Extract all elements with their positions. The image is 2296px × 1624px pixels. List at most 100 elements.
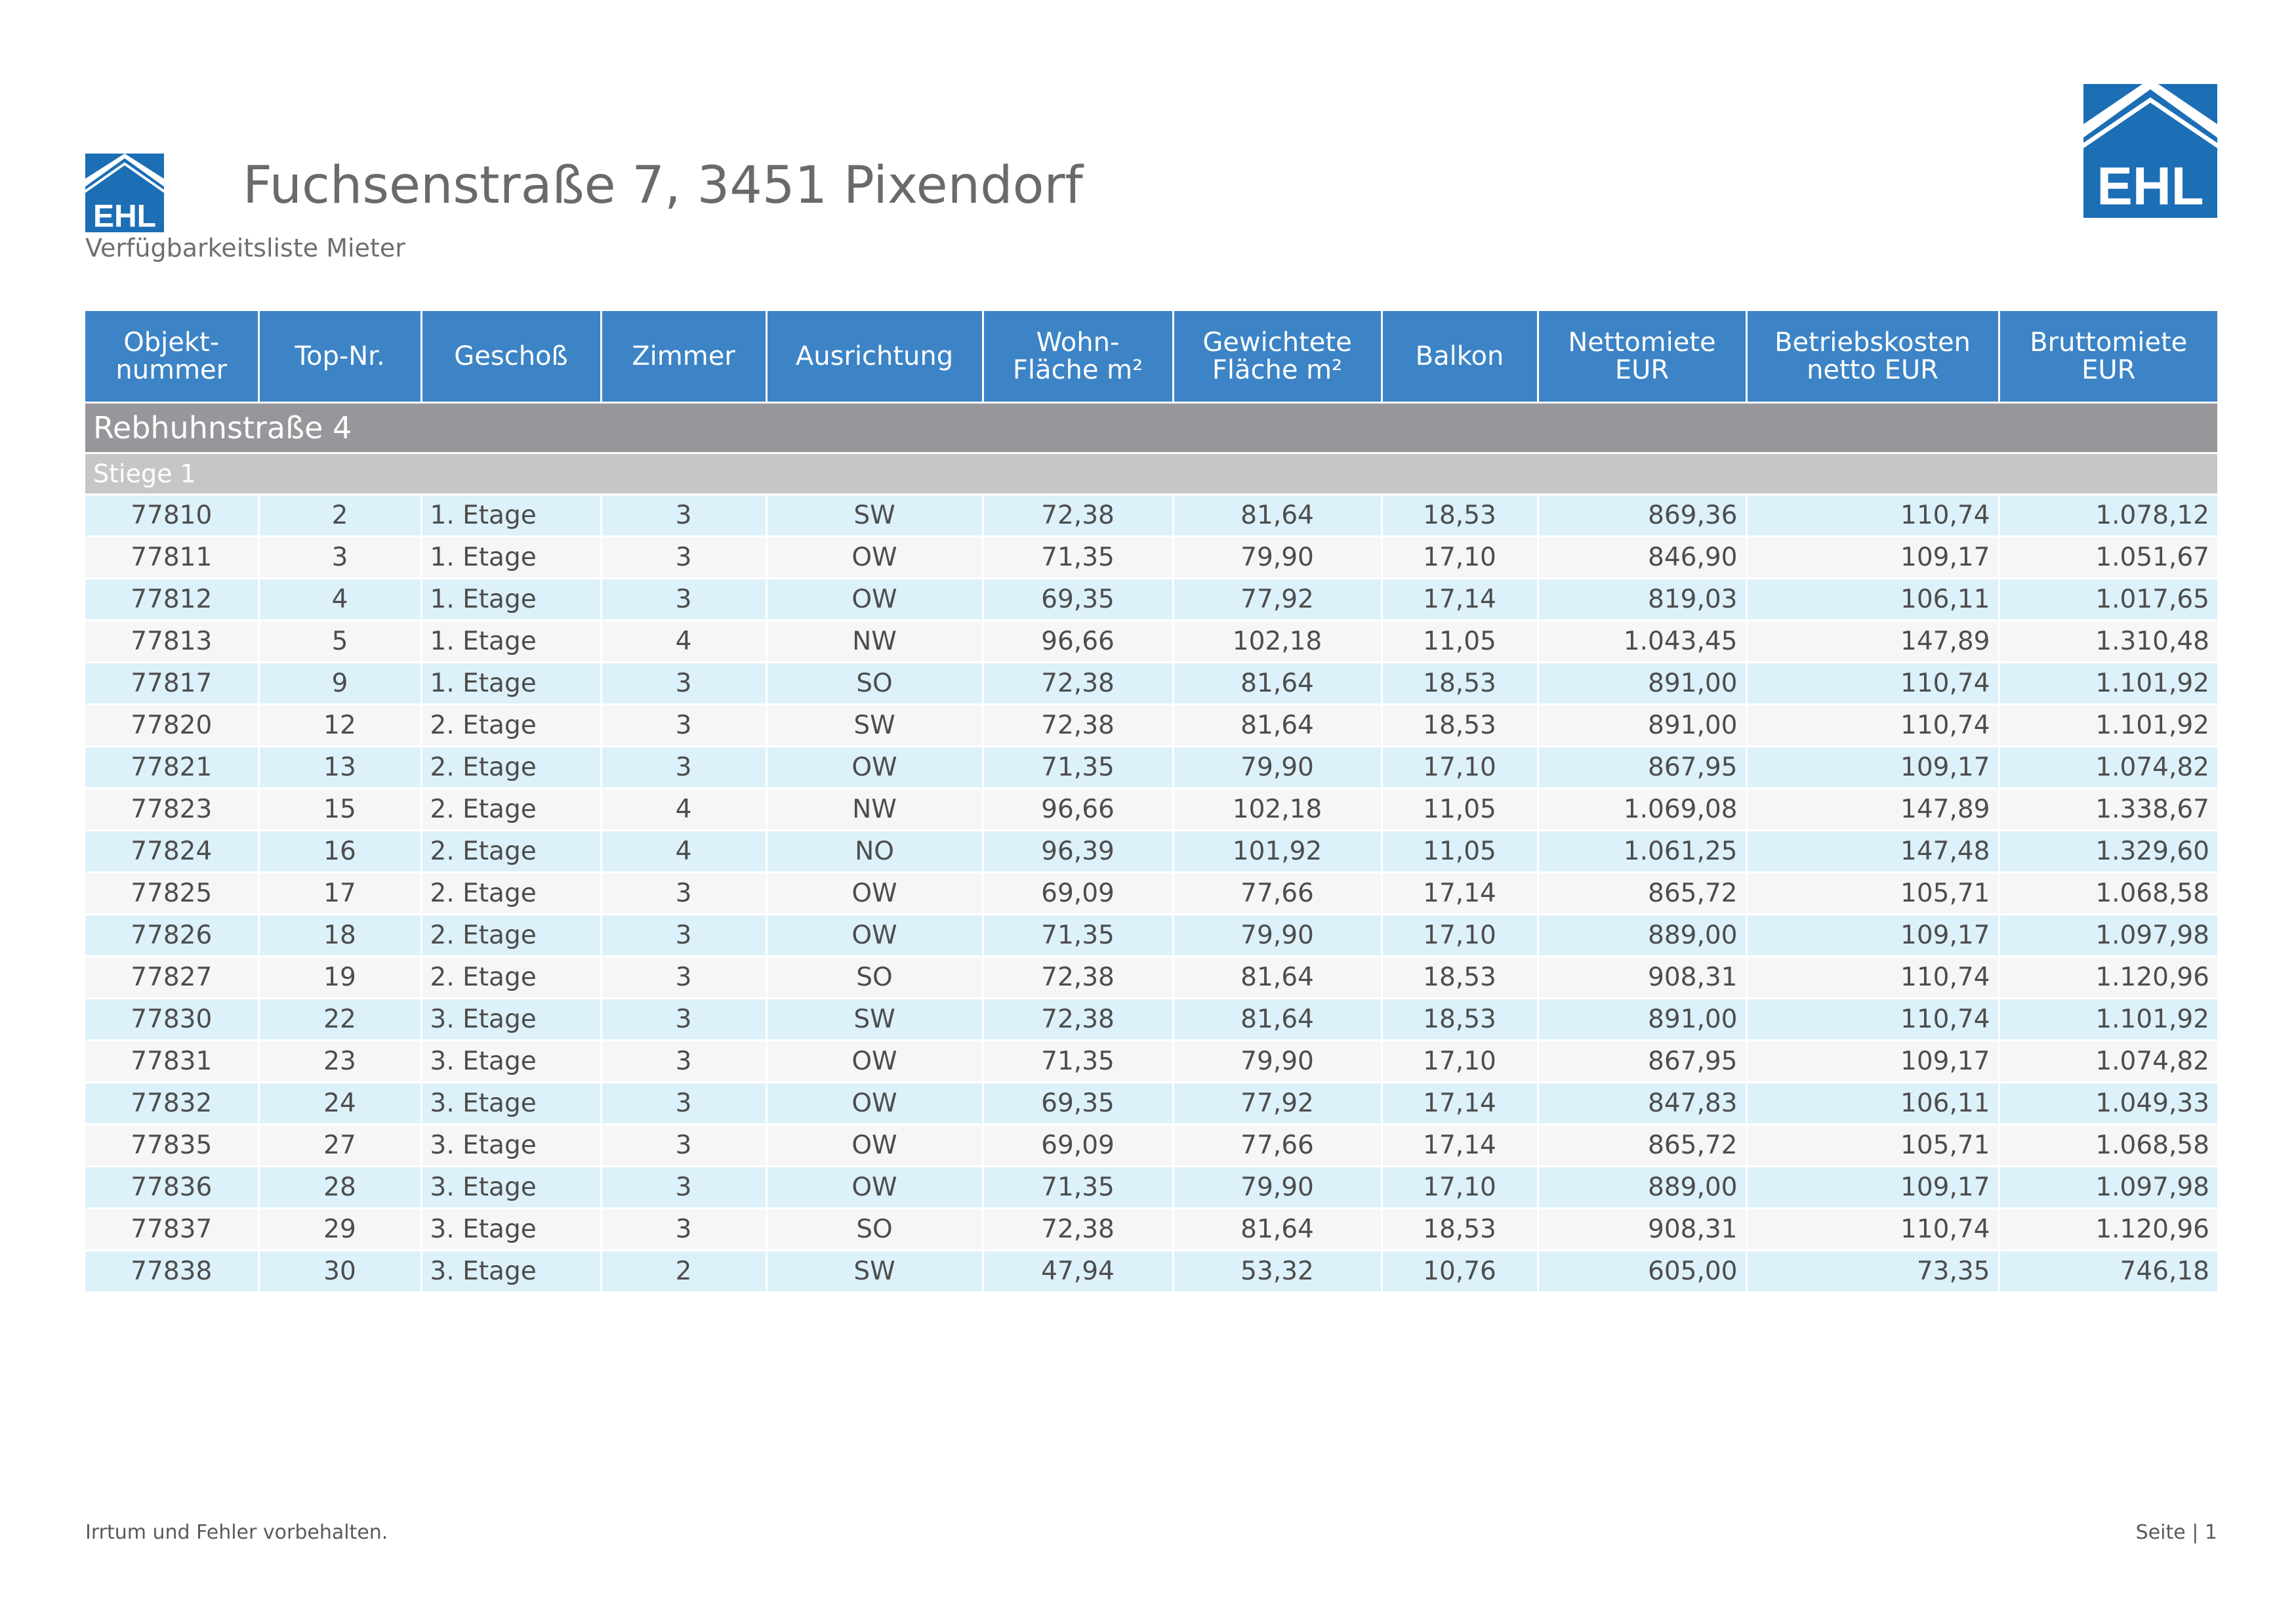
column-header-nettomiete: Nettomiete EUR	[1536, 311, 1746, 403]
cell-nettomiete: 889,00	[1536, 1165, 1746, 1209]
cell-balkon: 17,10	[1380, 1165, 1538, 1209]
column-header-balkon: Balkon	[1380, 311, 1538, 403]
column-header-line: Zimmer	[632, 341, 735, 371]
column-header-line: Bruttomiete	[2030, 327, 2188, 358]
cell-balkon: 18,53	[1380, 703, 1538, 747]
cell-bruttomiete: 1.097,98	[1998, 1165, 2217, 1209]
cell-objektnummer: 77824	[85, 829, 258, 873]
cell-gewichtete-flaeche: 77,66	[1172, 871, 1382, 915]
cell-bruttomiete: 1.049,33	[1998, 1081, 2217, 1125]
cell-gewichtete-flaeche: 81,64	[1172, 661, 1382, 705]
cell-betriebskosten: 105,71	[1745, 871, 1999, 915]
cell-bruttomiete: 1.017,65	[1998, 577, 2217, 621]
page-subtitle: Verfügbarkeitsliste Mieter	[85, 234, 405, 262]
cell-betriebskosten: 110,74	[1745, 703, 1999, 747]
cell-nettomiete: 908,31	[1536, 1207, 1746, 1251]
cell-wohnflaeche: 69,09	[981, 871, 1173, 915]
cell-top-nr: 13	[257, 745, 421, 789]
column-header-line: Top-Nr.	[295, 341, 385, 371]
cell-balkon: 11,05	[1380, 787, 1538, 831]
table-row: 77838 30 3. Etage 2 SW 47,94 53,32 10,76 605,00 7…	[85, 1249, 2217, 1291]
cell-balkon: 17,10	[1380, 1039, 1538, 1083]
cell-ausrichtung: OW	[765, 1039, 983, 1083]
cell-zimmer: 4	[600, 619, 766, 663]
cell-ausrichtung: OW	[765, 913, 983, 957]
cell-ausrichtung: SW	[765, 1249, 983, 1291]
table-row: 77821 13 2. Etage 3 OW 71,35 79,90 17,10 867,95 1…	[85, 745, 2217, 789]
cell-geschoss: 3. Etage	[420, 997, 601, 1041]
cell-wohnflaeche: 71,35	[981, 913, 1173, 957]
cell-top-nr: 5	[257, 619, 421, 663]
cell-geschoss: 2. Etage	[420, 871, 601, 915]
logo-text: EHL	[2097, 157, 2204, 217]
cell-gewichtete-flaeche: 81,64	[1172, 955, 1382, 999]
cell-geschoss: 3. Etage	[420, 1165, 601, 1209]
cell-top-nr: 24	[257, 1081, 421, 1125]
cell-gewichtete-flaeche: 81,64	[1172, 1207, 1382, 1251]
cell-nettomiete: 867,95	[1536, 745, 1746, 789]
table-row: 77832 24 3. Etage 3 OW 69,35 77,92 17,14 847,83 1…	[85, 1081, 2217, 1125]
cell-zimmer: 3	[600, 871, 766, 915]
cell-objektnummer: 77826	[85, 913, 258, 957]
column-header-line: Betriebskosten	[1774, 327, 1971, 358]
cell-nettomiete: 1.061,25	[1536, 829, 1746, 873]
column-header-geschoss: Geschoß	[420, 311, 601, 403]
column-header-line: EUR	[2081, 355, 2136, 385]
cell-zimmer: 2	[600, 1249, 766, 1291]
cell-objektnummer: 77820	[85, 703, 258, 747]
cell-wohnflaeche: 69,09	[981, 1123, 1173, 1167]
column-header-ausrichtung: Ausrichtung	[765, 311, 983, 403]
cell-top-nr: 27	[257, 1123, 421, 1167]
cell-wohnflaeche: 47,94	[981, 1249, 1173, 1291]
column-header-gewichtete-flaeche: Gewichtete Fläche m²	[1172, 311, 1382, 403]
cell-objektnummer: 77836	[85, 1165, 258, 1209]
cell-ausrichtung: OW	[765, 1123, 983, 1167]
cell-zimmer: 3	[600, 1165, 766, 1209]
cell-top-nr: 23	[257, 1039, 421, 1083]
cell-wohnflaeche: 72,38	[981, 661, 1173, 705]
cell-objektnummer: 77837	[85, 1207, 258, 1251]
cell-nettomiete: 891,00	[1536, 661, 1746, 705]
cell-ausrichtung: OW	[765, 1165, 983, 1209]
cell-zimmer: 3	[600, 577, 766, 621]
cell-balkon: 17,14	[1380, 871, 1538, 915]
column-header-bruttomiete: Bruttomiete EUR	[1998, 311, 2217, 403]
cell-wohnflaeche: 72,38	[981, 703, 1173, 747]
column-header-line: EUR	[1614, 355, 1670, 385]
cell-balkon: 17,14	[1380, 1123, 1538, 1167]
ehl-logo-large: EHL	[2083, 84, 2217, 218]
cell-zimmer: 3	[600, 1081, 766, 1125]
column-header-line: Fläche m²	[1212, 355, 1343, 385]
cell-nettomiete: 605,00	[1536, 1249, 1746, 1291]
cell-objektnummer: 77831	[85, 1039, 258, 1083]
cell-geschoss: 3. Etage	[420, 1081, 601, 1125]
cell-ausrichtung: NW	[765, 619, 983, 663]
table-row: 77810 2 1. Etage 3 SW 72,38 81,64 18,53 869,36 11…	[85, 493, 2217, 537]
cell-wohnflaeche: 71,35	[981, 1039, 1173, 1083]
column-header-line: Fläche m²	[1012, 355, 1143, 385]
cell-bruttomiete: 1.310,48	[1998, 619, 2217, 663]
cell-balkon: 11,05	[1380, 829, 1538, 873]
cell-gewichtete-flaeche: 81,64	[1172, 493, 1382, 537]
table-row: 77813 5 1. Etage 4 NW 96,66 102,18 11,05 1.043,4…	[85, 619, 2217, 663]
cell-wohnflaeche: 71,35	[981, 1165, 1173, 1209]
page-number: Seite | 1	[2135, 1521, 2217, 1544]
cell-ausrichtung: OW	[765, 577, 983, 621]
house-roof-icon: EHL	[85, 154, 164, 232]
cell-ausrichtung: OW	[765, 745, 983, 789]
cell-bruttomiete: 1.120,96	[1998, 1207, 2217, 1251]
cell-nettomiete: 889,00	[1536, 913, 1746, 957]
cell-zimmer: 3	[600, 661, 766, 705]
cell-ausrichtung: OW	[765, 871, 983, 915]
cell-betriebskosten: 110,74	[1745, 955, 1999, 999]
cell-betriebskosten: 147,89	[1745, 619, 1999, 663]
cell-bruttomiete: 1.074,82	[1998, 745, 2217, 789]
column-header-line: nummer	[115, 355, 228, 385]
cell-gewichtete-flaeche: 79,90	[1172, 745, 1382, 789]
cell-bruttomiete: 1.329,60	[1998, 829, 2217, 873]
cell-ausrichtung: SO	[765, 661, 983, 705]
cell-ausrichtung: SO	[765, 955, 983, 999]
column-header-line: netto EUR	[1807, 355, 1938, 385]
cell-balkon: 18,53	[1380, 661, 1538, 705]
cell-ausrichtung: SO	[765, 1207, 983, 1251]
